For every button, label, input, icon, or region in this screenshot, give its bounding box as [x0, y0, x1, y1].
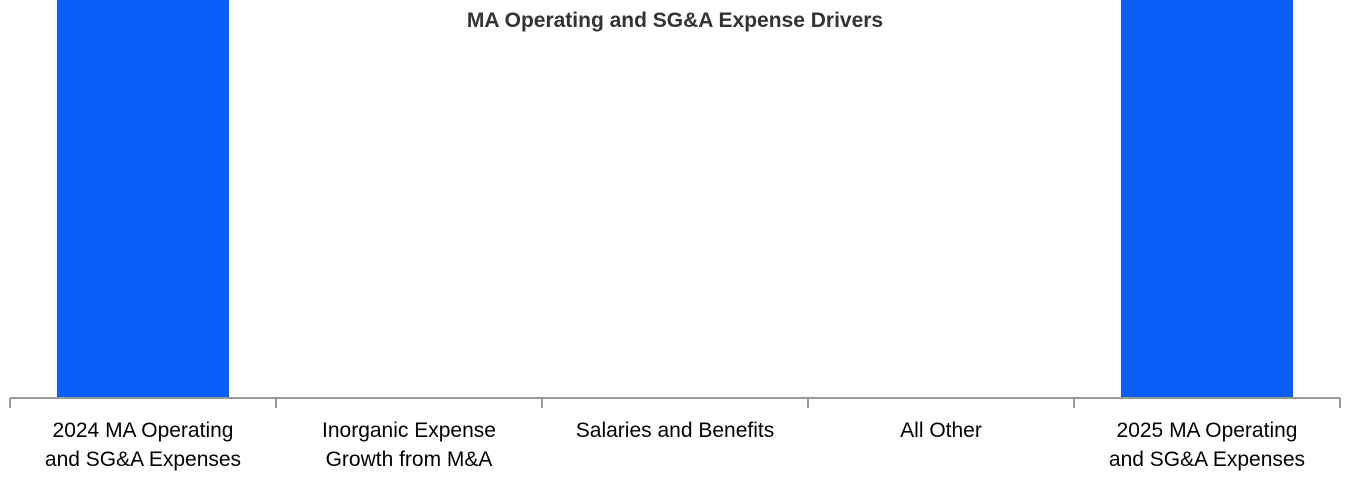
- total-bar: [57, 0, 229, 398]
- category-tick-label: Inorganic Expense Growth from M&A: [322, 419, 496, 471]
- category-tick-label: Salaries and Benefits: [576, 419, 774, 442]
- category-tick-label: 2025 MA Operating and SG&A Expenses: [1109, 419, 1305, 471]
- bars-layer: [57, 0, 1293, 398]
- category-tick-label: All Other: [900, 419, 982, 442]
- total-bar: [1121, 0, 1293, 398]
- x-axis: [9, 397, 1341, 408]
- chart-title: MA Operating and SG&A Expense Drivers: [467, 9, 883, 32]
- category-tick-label: 2024 MA Operating and SG&A Expenses: [45, 419, 241, 471]
